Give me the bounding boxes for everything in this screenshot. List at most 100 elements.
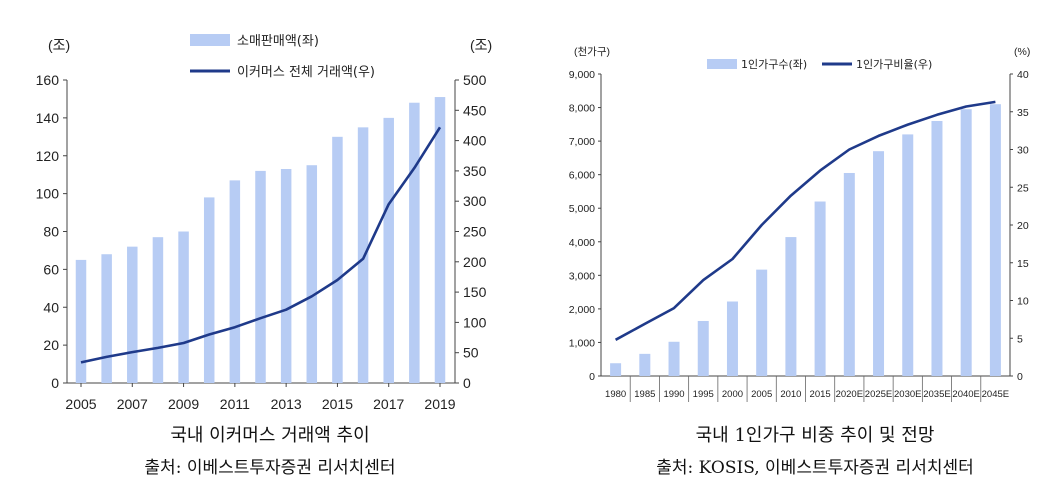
right-tick-label: 0 (1017, 371, 1023, 383)
bar (280, 169, 292, 383)
legend-bar-label: 소매판매액(좌) (237, 34, 319, 49)
x-tick-label: 2030E (894, 389, 921, 400)
x-tick-label: 2009 (168, 396, 199, 412)
x-tick-label: 2013 (271, 396, 302, 412)
bar (989, 104, 1001, 376)
bar (229, 180, 241, 383)
right-unit-label: (%) (1014, 46, 1030, 58)
left-tick-label: 7,000 (569, 136, 595, 148)
x-tick-label: 2020E (836, 389, 863, 400)
x-tick-label: 2005 (751, 389, 772, 400)
left-tick-label: 20 (43, 337, 59, 353)
left-tick-label: 140 (36, 110, 60, 126)
bar (178, 231, 189, 383)
right-tick-label: 200 (463, 254, 487, 270)
right-tick-label: 50 (463, 345, 479, 361)
bar (332, 136, 343, 383)
x-tick-label: 1980 (605, 389, 626, 400)
right-tick-label: 0 (463, 375, 471, 391)
x-tick-label: 1995 (693, 389, 714, 400)
right-tick-label: 300 (463, 193, 487, 209)
left-tick-label: 80 (43, 224, 59, 240)
x-tick-label: 2015 (322, 396, 353, 412)
x-tick-label: 2035E (923, 389, 950, 400)
right-tick-label: 100 (463, 314, 487, 330)
left-tick-label: 0 (51, 375, 59, 391)
right-tick-label: 400 (463, 133, 487, 149)
legend-bar-swatch (190, 34, 230, 46)
right-tick-label: 350 (463, 163, 487, 179)
bar (610, 363, 622, 376)
x-tick-label: 2015 (810, 389, 831, 400)
chart-source: 출처: KOSIS, 이베스트투자증권 리서치센터 (656, 458, 974, 478)
bar (203, 197, 215, 383)
left-tick-label: 40 (43, 299, 59, 315)
bar (152, 237, 164, 383)
bar (697, 320, 709, 376)
bar (357, 127, 369, 383)
right-unit-label: (조) (470, 37, 492, 53)
left-tick-label: 120 (36, 148, 60, 164)
right-tick-label: 450 (463, 102, 487, 118)
bar (434, 97, 446, 383)
x-tick-label: 2017 (373, 396, 404, 412)
chart-source: 출처: 이베스트투자증권 리서치센터 (144, 458, 395, 478)
right-tick-label: 150 (463, 284, 487, 300)
bar (306, 165, 318, 383)
line-series (80, 126, 442, 364)
left-tick-label: 9,000 (569, 69, 595, 81)
bar (101, 254, 112, 383)
bar (639, 353, 651, 376)
left-tick-label: 6,000 (569, 170, 595, 182)
left-unit-label: (조) (48, 37, 70, 53)
x-tick-label: 1990 (663, 389, 684, 400)
legend-bar-label: 1인가구수(좌) (741, 58, 807, 71)
left-tick-label: 5,000 (569, 203, 595, 215)
legend-bar-swatch (707, 59, 737, 69)
bar (931, 120, 943, 376)
right-tick-label: 40 (1017, 69, 1029, 81)
left-tick-label: 1,000 (569, 337, 595, 349)
left-tick-label: 3,000 (569, 270, 595, 282)
x-tick-label: 1985 (634, 389, 655, 400)
x-tick-label: 2000 (722, 389, 743, 400)
right-tick-label: 500 (463, 72, 487, 88)
bar (127, 246, 138, 383)
left-tick-label: 0 (589, 371, 595, 383)
x-tick-label: 2019 (424, 396, 455, 412)
x-tick-label: 2005 (65, 396, 96, 412)
bar (873, 151, 885, 376)
bar (383, 117, 394, 383)
left-tick-label: 4,000 (569, 237, 595, 249)
right-tick-label: 25 (1017, 182, 1029, 194)
bar (814, 201, 826, 376)
bar (726, 301, 738, 376)
bar (843, 172, 855, 376)
legend-line-label: 1인가구비율(우) (856, 58, 932, 71)
x-tick-label: 2045E (982, 389, 1009, 400)
right-tick-label: 10 (1017, 296, 1029, 308)
bar (668, 341, 680, 376)
left-tick-label: 2,000 (569, 304, 595, 316)
bar (785, 237, 797, 376)
right-tick-label: 250 (463, 224, 487, 240)
legend-line-label: 이커머스 전체 거래액(우) (237, 65, 375, 80)
right-tick-label: 5 (1017, 333, 1023, 345)
right-tick-label: 30 (1017, 145, 1029, 157)
bar (902, 134, 914, 376)
bar (960, 109, 972, 376)
x-tick-label: 2010 (780, 389, 801, 400)
bar (255, 170, 266, 383)
right-tick-label: 15 (1017, 258, 1029, 270)
x-tick-label: 2025E (865, 389, 892, 400)
right-tick-label: 35 (1017, 107, 1029, 119)
left-tick-label: 8,000 (569, 103, 595, 115)
bar (409, 102, 420, 383)
left-tick-label: 100 (36, 186, 60, 202)
ecommerce-chart: 0 20 40 60 80 100 120 140 160 0 50 100 150 200 250 300 3… (36, 34, 492, 478)
right-tick-label: 20 (1017, 220, 1029, 232)
left-tick-label: 60 (43, 261, 59, 277)
left-tick-label: 160 (36, 72, 60, 88)
x-tick-label: 2007 (117, 396, 148, 412)
